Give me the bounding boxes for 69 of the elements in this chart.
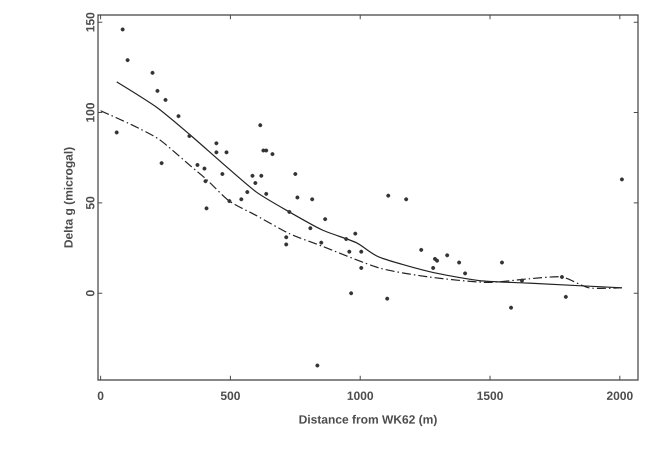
point (227, 199, 232, 204)
point (176, 114, 180, 118)
point (308, 226, 312, 230)
point (315, 364, 320, 368)
point (239, 197, 244, 202)
x-tick-label: 1500 (477, 392, 503, 400)
point (319, 240, 324, 245)
point (259, 174, 264, 178)
point (349, 291, 354, 296)
y-tick-label: 100 (86, 103, 94, 122)
point (620, 177, 624, 182)
point (564, 294, 568, 299)
point (220, 172, 224, 176)
point (431, 266, 436, 270)
point (245, 190, 250, 194)
point (353, 232, 358, 236)
point (463, 271, 468, 276)
x-tick-label: 0 (98, 392, 104, 400)
x-tick-label: 1000 (348, 392, 374, 400)
point (214, 150, 218, 154)
x-axis-title: Distance from WK62 (m) (299, 414, 437, 426)
point (202, 166, 206, 171)
point (560, 274, 564, 279)
point (120, 27, 125, 32)
point (126, 58, 130, 62)
point (258, 123, 262, 128)
point (164, 98, 168, 102)
point (214, 141, 218, 146)
point (293, 172, 298, 176)
point (323, 217, 328, 222)
point (203, 179, 208, 184)
point (295, 195, 300, 200)
point (347, 250, 352, 254)
y-axis-title: Delta g (microgal) (64, 147, 76, 248)
point (386, 194, 390, 198)
point (435, 258, 440, 263)
y-tick-label: 150 (86, 12, 94, 32)
point (520, 278, 524, 283)
point (385, 296, 390, 301)
point (224, 150, 229, 154)
point (404, 197, 408, 202)
point (509, 306, 514, 310)
point (284, 235, 288, 240)
point (270, 152, 274, 156)
x-tick-label: 500 (220, 392, 240, 400)
point (160, 161, 164, 166)
point (359, 250, 364, 254)
point (310, 197, 314, 202)
y-tick-label: 50 (86, 196, 94, 210)
point (187, 134, 192, 138)
point (114, 130, 119, 134)
point (250, 174, 254, 178)
point (264, 192, 268, 196)
point (457, 260, 462, 265)
point (155, 88, 160, 93)
point (359, 266, 364, 270)
point (419, 248, 424, 252)
x-tick-label: 2000 (606, 392, 633, 400)
point (204, 206, 209, 210)
point (195, 162, 200, 167)
point (287, 210, 292, 214)
point (264, 148, 268, 153)
point (344, 237, 348, 242)
point (253, 181, 258, 186)
point (150, 70, 155, 75)
y-tick-label: 0 (86, 290, 94, 296)
point (284, 242, 288, 246)
point (500, 260, 504, 265)
point (445, 253, 450, 258)
